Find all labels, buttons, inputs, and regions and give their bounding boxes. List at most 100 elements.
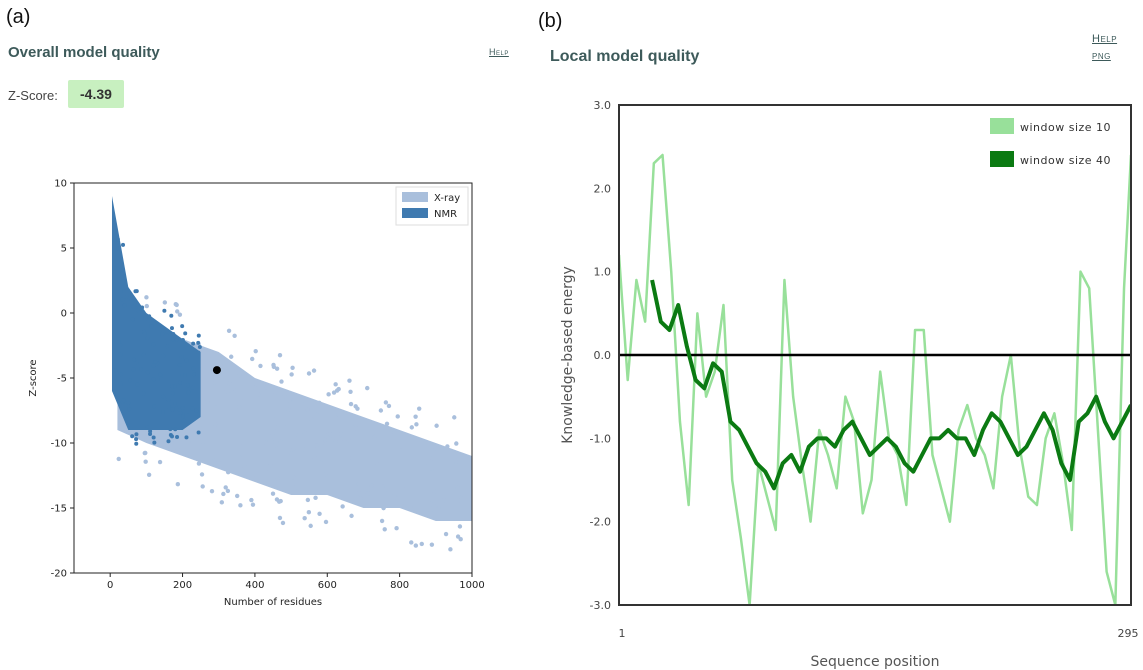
xray-point [143,459,148,464]
nmr-point [131,367,136,372]
xray-point [356,481,362,486]
nmr-point [170,391,175,396]
nmr-point [166,405,171,410]
nmr-point [170,407,175,412]
xray-point [317,400,322,406]
nmr-point [184,435,189,440]
scatter-y-axis-label: Z-score [28,359,39,396]
nmr-point [169,313,174,318]
nmr-point [122,303,127,308]
xray-point [253,348,258,354]
nmr-point [148,432,153,437]
xray-point [348,401,354,407]
nmr-point [130,317,135,322]
xray-point [289,372,294,377]
nmr-point [161,394,166,399]
nmr-point [158,372,163,377]
panel-a-label: (a) [6,6,31,28]
nmr-point [153,359,158,364]
nmr-point [184,411,189,416]
scatter-x-tick-label: 0 [107,580,113,591]
xray-point [318,460,323,465]
nmr-point [145,336,150,341]
xray-point [293,432,298,437]
xray-point [263,440,269,445]
nmr-point [135,308,140,313]
nmr-point [177,362,182,367]
xray-point [380,484,385,490]
xray-point [409,540,414,545]
xray-point [252,385,258,390]
xray-point [429,542,435,547]
xray-point [223,485,228,490]
nmr-point [190,406,195,411]
energy-y-tick-label: -2.0 [590,516,611,529]
nmr-point [148,429,153,434]
xray-point [291,446,296,452]
xray-point [227,381,232,386]
xray-point [116,456,121,462]
nmr-point [120,297,125,302]
scatter-x-ticks: 0 200 400 600 800 1000 [107,573,485,591]
png-download-link[interactable]: png [1092,50,1111,62]
xray-point [276,445,282,450]
help-link-local[interactable]: Help [1092,33,1118,45]
nmr-point [174,337,179,342]
nmr-point [134,432,139,437]
scatter-x-tick-label: 400 [245,580,264,591]
xray-point [144,295,149,300]
nmr-point [118,381,123,386]
xray-point [392,430,397,435]
xray-point [157,459,163,465]
xray-point [348,389,353,395]
nmr-point [180,406,185,411]
xray-point [258,363,263,369]
xray-point [291,475,297,480]
xray-point [275,476,280,481]
nmr-point [170,337,175,342]
xray-point [365,490,370,496]
xray-point [451,456,457,461]
zscore-value-badge: -4.39 [68,80,124,108]
scatter-x-tick-label: 600 [318,580,337,591]
nmr-point [140,305,145,310]
nmr-point [180,337,185,342]
xray-point [291,396,297,402]
xray-point [339,436,345,441]
legend-window10-swatch [990,118,1014,134]
xray-point [433,445,438,451]
nmr-point [191,372,196,377]
nmr-point [126,400,131,405]
nmr-point [118,372,123,377]
xray-point [268,462,273,467]
nmr-point [131,357,136,362]
xray-point [391,493,397,499]
xray-point [314,412,319,418]
xray-point [305,407,310,413]
xray-point [277,352,283,358]
nmr-point [128,378,133,383]
xray-point [175,447,180,452]
xray-point [322,437,328,443]
xray-point [271,364,277,370]
nmr-point [147,314,152,319]
nmr-point [130,434,135,439]
xray-point [174,302,179,308]
nmr-point [152,404,157,409]
nmr-point [190,385,195,390]
nmr-point [139,367,144,372]
xray-point [213,422,218,428]
xray-point [323,472,328,477]
scatter-legend: X-ray NMR [395,186,469,226]
help-link-overall[interactable]: Help [489,47,509,57]
xray-point [355,406,360,411]
nmr-point [134,437,139,442]
xray-point [196,424,202,429]
xray-point [213,380,218,385]
scatter-y-tick-label: -20 [51,569,67,580]
xray-point [395,414,400,419]
nmr-point [196,350,201,355]
energy-y-tick-label: 1.0 [594,266,612,279]
xray-point [229,390,235,395]
legend-nmr-swatch [402,208,428,218]
